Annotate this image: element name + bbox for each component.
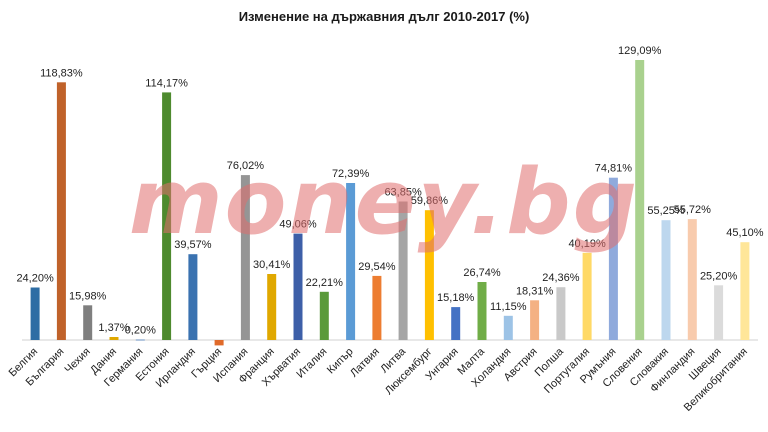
data-label-10: 49,06% xyxy=(279,219,317,231)
bar-20 xyxy=(556,287,566,340)
bar-7 xyxy=(214,340,224,346)
data-label-26: 25,20% xyxy=(700,270,738,282)
bar-2 xyxy=(83,305,93,340)
bar-17 xyxy=(477,282,487,340)
bar-23 xyxy=(635,60,645,340)
category-label-2: Чехия xyxy=(63,346,93,376)
data-label-3: 1,37% xyxy=(98,322,129,334)
data-label-27: 45,10% xyxy=(726,227,764,239)
data-label-4: 0,20% xyxy=(125,325,156,337)
bar-14 xyxy=(398,201,408,340)
bar-15 xyxy=(424,210,434,340)
bar-26 xyxy=(714,285,724,340)
bar-0 xyxy=(30,287,40,340)
bar-1 xyxy=(56,82,66,341)
bar-3 xyxy=(109,337,119,340)
data-label-25: 55,72% xyxy=(674,204,712,216)
data-label-19: 18,31% xyxy=(516,285,554,297)
data-label-21: 40,19% xyxy=(568,238,606,250)
data-label-1: 118,83% xyxy=(40,67,83,79)
data-label-20: 24,36% xyxy=(542,272,580,284)
data-label-6: 39,57% xyxy=(174,239,212,251)
bar-9 xyxy=(267,274,277,340)
data-label-8: 76,02% xyxy=(227,160,265,172)
data-label-16: 15,18% xyxy=(437,292,475,304)
data-label-17: 26,74% xyxy=(463,267,501,279)
data-label-2: 15,98% xyxy=(69,290,107,302)
data-label-24: 55,25% xyxy=(647,205,685,217)
bar-21 xyxy=(582,252,592,340)
data-label-12: 72,39% xyxy=(332,168,370,180)
data-label-14: 63,85% xyxy=(384,187,422,199)
bar-25 xyxy=(687,219,697,340)
bar-16 xyxy=(451,307,461,340)
data-label-18: 11,15% xyxy=(490,301,527,313)
data-label-13: 29,54% xyxy=(358,261,396,273)
bar-8 xyxy=(240,175,250,340)
category-label-13: Латвия xyxy=(348,346,382,380)
data-label-22: 74,81% xyxy=(595,163,633,175)
data-label-11: 22,21% xyxy=(306,277,344,289)
bar-5 xyxy=(162,92,172,341)
bar-18 xyxy=(503,315,513,340)
bar-11 xyxy=(319,291,329,340)
bar-22 xyxy=(608,177,618,340)
bar-19 xyxy=(530,300,540,340)
data-label-0: 24,20% xyxy=(16,273,54,285)
bar-4 xyxy=(135,339,145,341)
bar-6 xyxy=(188,254,198,340)
chart-title: Изменение на държавния дълг 2010-2017 (%… xyxy=(238,9,530,24)
bar-13 xyxy=(372,275,382,340)
data-label-5: 114,17% xyxy=(145,77,188,89)
bar-12 xyxy=(346,183,356,340)
data-label-15: 59,86% xyxy=(411,195,449,207)
bar-27 xyxy=(740,242,750,340)
data-label-23: 129,09% xyxy=(618,45,662,57)
bar-24 xyxy=(661,220,671,340)
bar-10 xyxy=(293,233,303,340)
data-label-9: 30,41% xyxy=(253,259,291,271)
